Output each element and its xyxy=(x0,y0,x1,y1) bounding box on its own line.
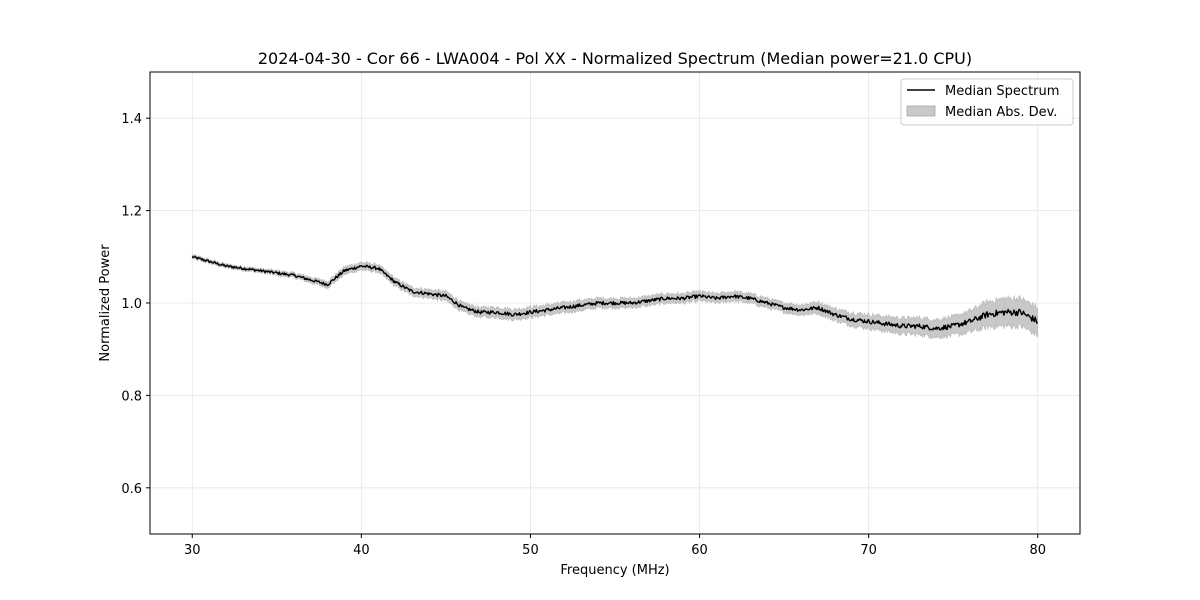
mad-band-layer xyxy=(191,253,1039,340)
legend-label-median-abs-dev: Median Abs. Dev. xyxy=(945,105,1057,120)
y-tick-label: 1.2 xyxy=(121,205,142,220)
tick-layer: 30 40 50 60 70 80 0.6 0.8 1.0 1.2 1.4 xyxy=(121,112,1046,558)
x-tick-label: 30 xyxy=(184,543,201,558)
x-tick-label: 80 xyxy=(1029,543,1046,558)
x-tick-label: 40 xyxy=(353,543,370,558)
x-tick-label: 60 xyxy=(691,543,708,558)
legend-label-median-spectrum: Median Spectrum xyxy=(945,84,1059,99)
y-tick-label: 1.0 xyxy=(121,297,142,312)
x-axis-title: Frequency (MHz) xyxy=(560,563,669,578)
x-tick-label: 50 xyxy=(522,543,539,558)
median-line-layer xyxy=(191,255,1039,331)
legend: Median Spectrum Median Abs. Dev. xyxy=(900,78,1074,126)
y-tick-label: 0.8 xyxy=(121,389,142,404)
median-spectrum-line xyxy=(191,255,1039,331)
chart-title: 2024-04-30 - Cor 66 - LWA004 - Pol XX - … xyxy=(258,49,972,68)
legend-band-swatch xyxy=(906,105,936,117)
y-tick-label: 1.4 xyxy=(121,112,142,127)
y-axis-title: Normalized Power xyxy=(98,244,113,362)
mad-band xyxy=(191,253,1039,340)
legend-box xyxy=(900,78,1074,126)
y-tick-label: 0.6 xyxy=(121,482,142,497)
x-tick-label: 70 xyxy=(860,543,877,558)
